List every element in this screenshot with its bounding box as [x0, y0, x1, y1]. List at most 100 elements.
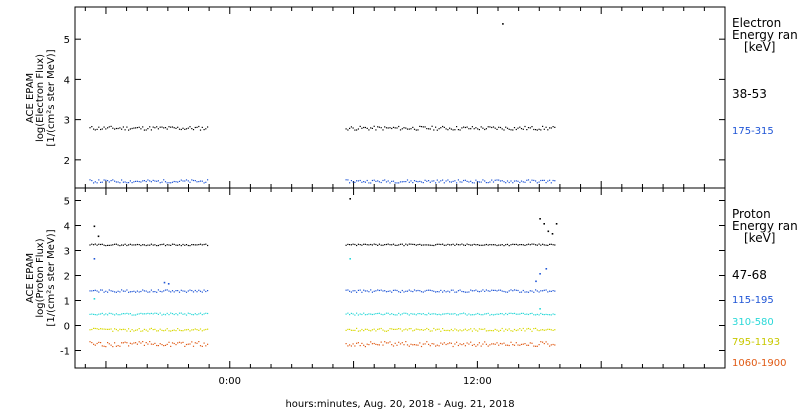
data-point: [150, 312, 152, 314]
data-point: [93, 298, 96, 300]
data-point: [478, 342, 480, 344]
data-point: [382, 329, 384, 331]
data-point: [163, 281, 166, 284]
data-point: [122, 290, 124, 292]
data-point: [499, 289, 502, 291]
data-point: [538, 330, 540, 332]
data-point: [173, 329, 175, 331]
data-point: [196, 329, 198, 331]
data-point: [112, 179, 114, 181]
data-point: [554, 344, 556, 346]
data-point: [531, 126, 533, 128]
data-point: [378, 328, 380, 330]
data-point: [93, 313, 95, 315]
data-point: [385, 342, 388, 344]
data-point: [431, 180, 433, 182]
data-point: [391, 344, 393, 346]
data-point: [152, 291, 154, 293]
data-point: [159, 244, 161, 246]
data-point: [199, 290, 202, 292]
data-point: [389, 290, 391, 292]
data-point: [198, 181, 200, 183]
electron-x-ticks: [84, 7, 726, 188]
data-point: [433, 244, 435, 247]
data-point: [403, 312, 405, 314]
data-point: [180, 128, 182, 131]
data-point: [101, 181, 103, 183]
data-point: [478, 328, 480, 330]
data-point: [101, 328, 103, 330]
data-point: [207, 179, 209, 181]
data-point: [163, 243, 165, 245]
data-point: [201, 291, 203, 293]
data-point: [191, 341, 193, 343]
data-point: [378, 344, 380, 346]
data-point: [201, 180, 203, 182]
data-point: [93, 258, 96, 260]
data-point: [431, 290, 433, 292]
data-point: [164, 245, 167, 247]
data-point: [371, 329, 373, 331]
data-point: [533, 179, 535, 181]
data-point: [170, 244, 172, 246]
data-point: [535, 180, 537, 182]
data-point: [171, 329, 174, 332]
data-point: [550, 314, 552, 316]
data-point: [142, 126, 144, 128]
data-point: [154, 312, 156, 314]
data-point: [205, 328, 207, 331]
data-point: [477, 312, 479, 315]
data-point: [199, 328, 202, 330]
data-point: [392, 345, 395, 347]
data-point: [542, 125, 544, 127]
data-point: [133, 181, 135, 183]
data-point: [450, 313, 452, 315]
data-point: [112, 290, 114, 292]
data-point: [399, 343, 402, 345]
data-point: [415, 180, 417, 182]
data-point: [114, 291, 116, 293]
data-point: [426, 327, 428, 330]
data-point: [89, 290, 91, 292]
data-point: [378, 181, 380, 183]
data-point: [377, 126, 379, 128]
data-point: [466, 342, 468, 344]
data-point: [361, 313, 363, 316]
data-point: [171, 290, 174, 292]
data-point: [105, 313, 107, 315]
data-point: [170, 345, 172, 347]
data-point: [419, 329, 421, 331]
data-point: [152, 329, 154, 331]
data-point: [131, 182, 133, 184]
data-point: [178, 180, 181, 182]
data-point: [385, 127, 388, 129]
data-point: [484, 341, 486, 343]
data-point: [112, 313, 114, 315]
data-point: [442, 313, 444, 315]
data-point: [417, 181, 419, 183]
data-point: [94, 344, 96, 346]
data-point: [98, 328, 100, 330]
data-point: [361, 127, 363, 129]
data-point: [484, 290, 486, 292]
data-point: [142, 244, 144, 246]
data-point: [121, 128, 123, 130]
data-point: [363, 243, 365, 245]
data-point: [549, 290, 551, 292]
data-point: [470, 244, 472, 246]
data-point: [94, 289, 96, 291]
data-point: [415, 328, 417, 330]
data-point: [364, 126, 366, 129]
data-point: [522, 327, 524, 330]
data-point: [150, 181, 152, 183]
data-point: [142, 330, 144, 332]
data-point: [192, 345, 195, 347]
data-point: [166, 182, 168, 184]
data-point: [356, 291, 358, 293]
data-point: [456, 182, 458, 184]
data-point: [452, 129, 454, 131]
data-point: [517, 127, 519, 129]
proton-legend-title-2: Energy ran: [732, 219, 798, 233]
data-point: [406, 313, 409, 315]
data-point: [422, 313, 424, 315]
